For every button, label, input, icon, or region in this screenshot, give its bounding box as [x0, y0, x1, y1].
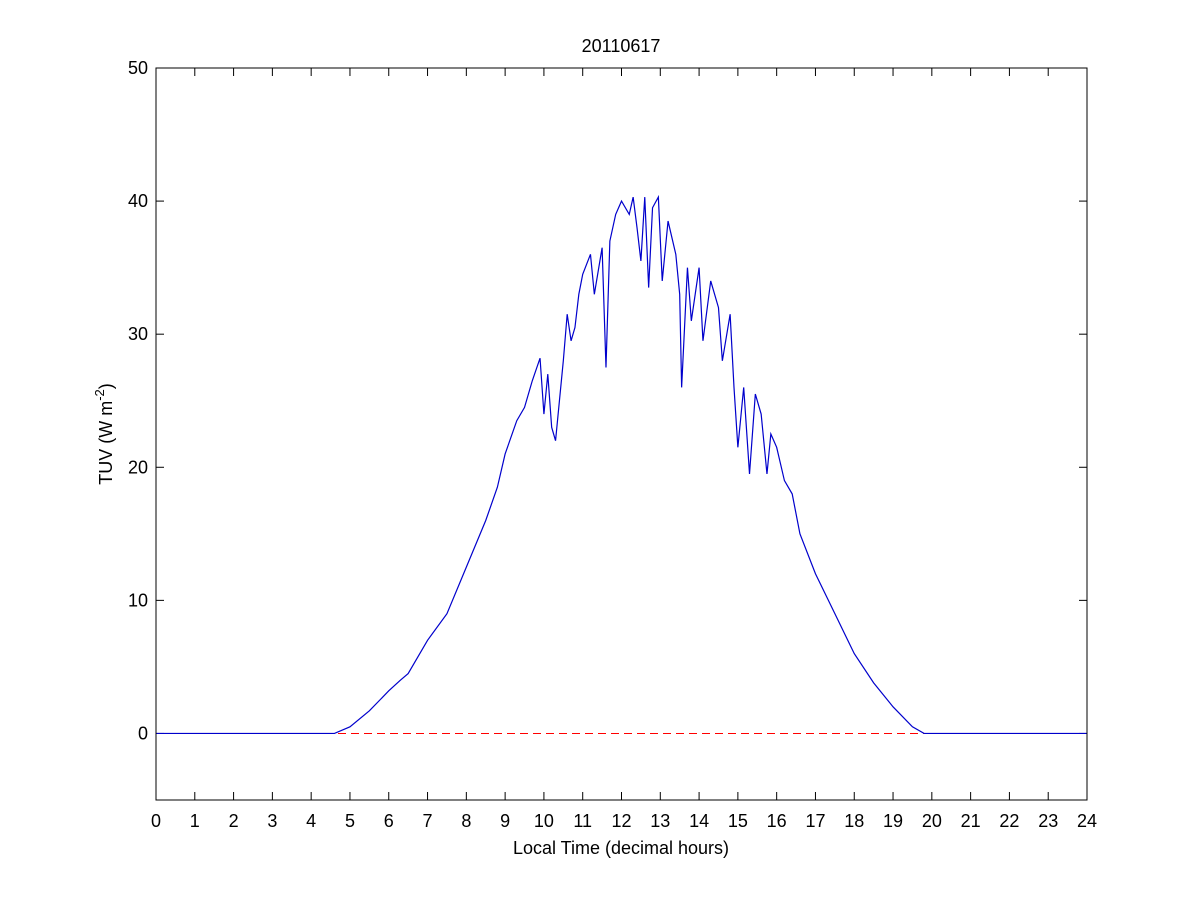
x-tick-label: 7: [423, 811, 433, 831]
x-tick-label: 3: [267, 811, 277, 831]
x-tick-label: 17: [805, 811, 825, 831]
y-tick-label: 50: [128, 58, 148, 78]
y-axis-label: TUV (W m-2): [92, 383, 116, 485]
x-tick-label: 15: [728, 811, 748, 831]
x-tick-label: 4: [306, 811, 316, 831]
chart-title: 20110617: [582, 36, 661, 56]
y-tick-label: 20: [128, 457, 148, 477]
x-tick-label: 16: [767, 811, 787, 831]
x-tick-label: 20: [922, 811, 942, 831]
y-tick-label: 0: [138, 723, 148, 743]
x-tick-label: 22: [999, 811, 1019, 831]
y-tick-label: 40: [128, 191, 148, 211]
x-tick-label: 12: [611, 811, 631, 831]
x-tick-label: 24: [1077, 811, 1097, 831]
y-tick-label: 10: [128, 590, 148, 610]
y-label-end: ): [96, 383, 116, 389]
axes-box: [155, 67, 1088, 801]
x-tick-label: 21: [961, 811, 981, 831]
x-axis-label: Local Time (decimal hours): [513, 838, 729, 858]
x-tick-label: 5: [345, 811, 355, 831]
x-tick-label: 14: [689, 811, 709, 831]
x-tick-label: 6: [384, 811, 394, 831]
x-tick-label: 1: [190, 811, 200, 831]
x-tick-label: 13: [650, 811, 670, 831]
x-tick-label: 0: [151, 811, 161, 831]
data-line: [156, 194, 1087, 735]
x-tick-label: 2: [229, 811, 239, 831]
x-tick-label: 11: [573, 811, 592, 831]
x-tick-label: 23: [1038, 811, 1058, 831]
y-label-sup: -2: [92, 389, 107, 401]
y-tick-label: 30: [128, 324, 148, 344]
x-tick-label: 10: [534, 811, 554, 831]
plot-area: [156, 68, 1087, 800]
y-label-text: TUV (W m: [96, 401, 116, 485]
x-tick-label: 19: [883, 811, 903, 831]
x-tick-label: 18: [844, 811, 864, 831]
x-tick-label: 8: [461, 811, 471, 831]
x-tick-label: 9: [500, 811, 510, 831]
